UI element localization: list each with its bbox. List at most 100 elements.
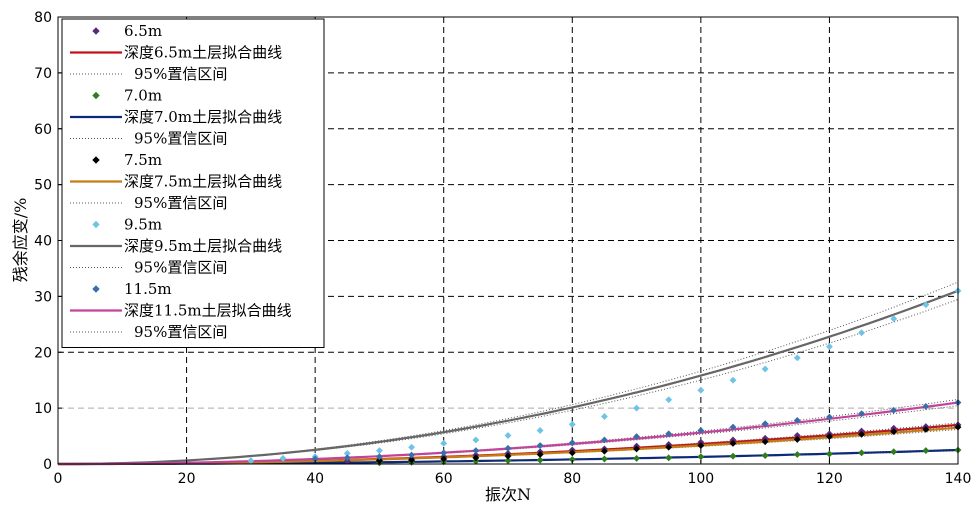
x-tick-label: 40: [306, 471, 324, 487]
data-point: [826, 413, 833, 421]
y-tick-label: 0: [43, 457, 52, 473]
data-point: [408, 456, 415, 464]
data-point: [665, 443, 673, 451]
legend-label: 95%置信区间: [134, 259, 227, 277]
y-axis-ticks: 0 10 20 30 40 50 60 70 80: [34, 10, 62, 473]
data-point: [633, 433, 640, 441]
data-point: [536, 427, 544, 434]
data-point: [697, 453, 705, 461]
legend-label: 9.5m: [124, 216, 162, 234]
y-tick-label: 60: [34, 122, 52, 138]
y-axis-label: 残余应变/%: [11, 198, 30, 283]
data-point: [536, 456, 544, 464]
legend-label: 95%置信区间: [134, 194, 227, 212]
data-point: [536, 451, 544, 458]
legend-label: 95%置信区间: [134, 65, 227, 83]
data-point: [279, 454, 287, 462]
data-point: [826, 433, 833, 441]
data-point: [793, 451, 801, 458]
data-point: [376, 447, 383, 455]
legend-marker: [92, 285, 100, 293]
data-point: [793, 435, 801, 443]
x-axis-label: 振次N: [485, 485, 531, 504]
y-tick-label: 50: [34, 178, 52, 194]
data-point: [858, 430, 865, 438]
x-axis-ticks: 0 20 40 60 80 100 120 140: [54, 460, 972, 487]
data-point: [440, 439, 448, 447]
data-points: [247, 287, 962, 467]
data-point: [826, 343, 833, 351]
data-point: [793, 416, 801, 424]
data-point: [601, 436, 608, 444]
data-point: [568, 449, 576, 457]
data-point: [568, 420, 576, 428]
data-point: [761, 438, 769, 446]
x-tick-label: 80: [563, 471, 581, 487]
legend-marker: [92, 156, 100, 164]
legend-label: 6.5m: [124, 22, 162, 40]
data-point: [922, 403, 930, 410]
data-point: [922, 425, 930, 433]
data-point: [697, 442, 705, 449]
data-point: [729, 439, 737, 447]
data-point: [633, 445, 640, 453]
fit-curve: [58, 289, 959, 466]
legend-label: 95%置信区间: [134, 130, 227, 148]
data-point: [922, 301, 930, 309]
y-tick-label: 80: [34, 10, 52, 26]
legend-label: 深度7.5m土层拟合曲线: [124, 173, 282, 191]
data-point: [504, 444, 512, 452]
data-point: [922, 447, 930, 455]
legend-label: 深度6.5m土层拟合曲线: [124, 44, 282, 62]
legend-label: 深度7.0m土层拟合曲线: [124, 108, 282, 126]
legend-label: 95%置信区间: [134, 323, 227, 341]
legend-label: 11.5m: [124, 280, 172, 298]
data-point: [761, 420, 769, 428]
legend-label: 深度9.5m土层拟合曲线: [124, 237, 282, 255]
data-point: [408, 451, 415, 459]
legend-marker: [92, 220, 100, 229]
data-point: [890, 406, 898, 414]
data-point: [472, 436, 480, 444]
data-point: [761, 452, 769, 460]
x-tick-label: 100: [687, 471, 714, 487]
y-tick-label: 10: [34, 401, 52, 417]
legend-label: 7.0m: [124, 87, 162, 105]
data-point: [761, 365, 769, 373]
legend-label: 深度11.5m土层拟合曲线: [124, 302, 292, 320]
data-point: [601, 455, 608, 463]
data-point: [665, 396, 673, 404]
data-point: [697, 386, 705, 394]
x-tick-label: 0: [54, 471, 63, 487]
data-point: [440, 449, 448, 457]
data-point: [504, 432, 512, 439]
x-tick-label: 140: [945, 471, 972, 487]
data-point: [729, 423, 737, 431]
data-point: [568, 439, 576, 447]
data-point: [729, 452, 737, 460]
data-point: [858, 410, 865, 418]
data-point: [601, 447, 608, 455]
data-point: [793, 354, 801, 362]
data-point: [890, 315, 898, 323]
data-point: [504, 452, 512, 460]
data-point: [536, 442, 544, 449]
data-point: [601, 413, 608, 420]
data-point: [826, 450, 833, 458]
data-point: [633, 404, 640, 412]
data-point: [665, 454, 673, 462]
legend-label: 7.5m: [124, 151, 162, 169]
data-point: [697, 427, 705, 434]
x-tick-label: 120: [816, 471, 843, 487]
legend-marker: [92, 27, 100, 35]
data-point: [665, 430, 673, 438]
x-tick-label: 20: [178, 471, 196, 487]
data-point: [472, 447, 480, 455]
data-point: [472, 454, 480, 462]
x-tick-label: 60: [435, 471, 453, 487]
legend-box: [61, 18, 325, 348]
data-point: [343, 454, 351, 462]
data-point: [729, 376, 737, 384]
y-tick-label: 30: [34, 289, 52, 305]
